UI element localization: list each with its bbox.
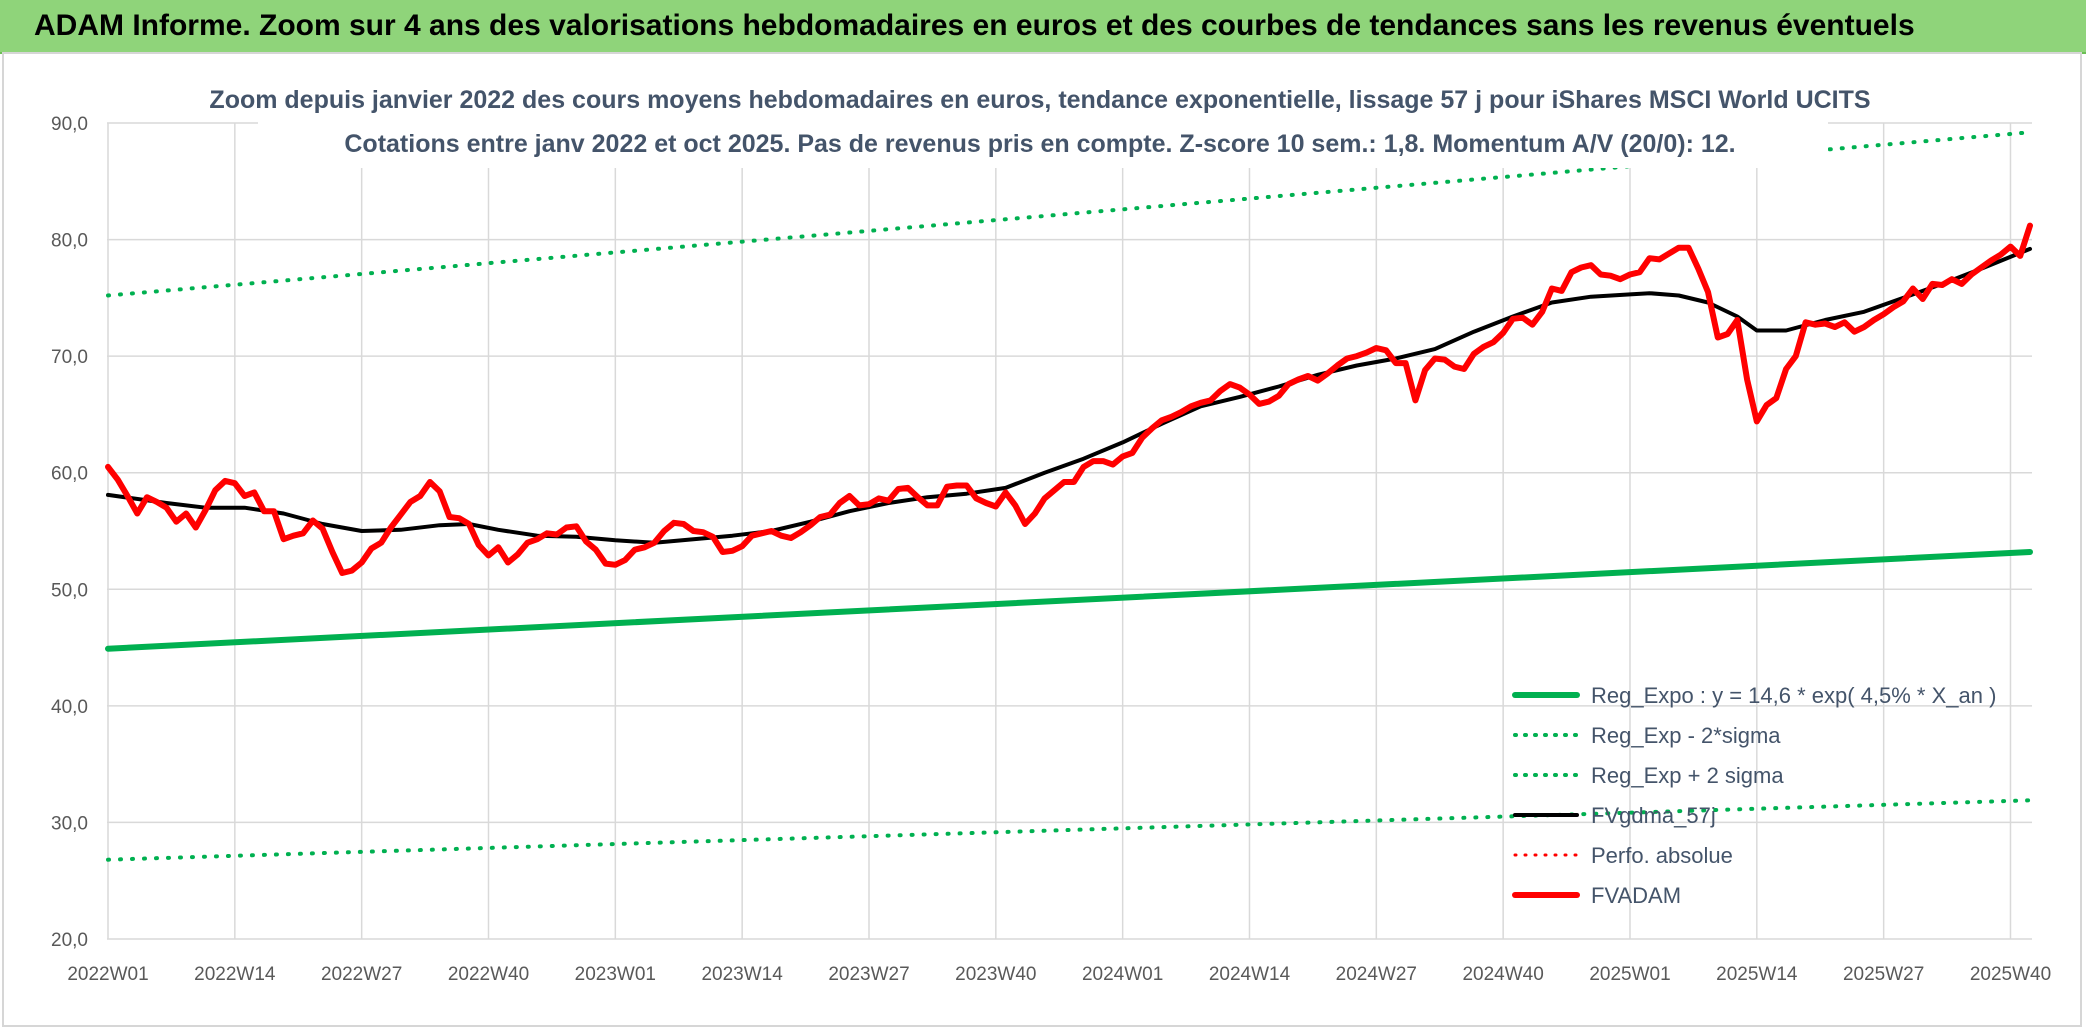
x-tick-label: 2023W01 xyxy=(575,964,656,985)
legend-label: Reg_Expo : y = 14,6 * exp( 4,5% * X_an ) xyxy=(1591,683,1996,708)
x-tick-label: 2025W01 xyxy=(1589,964,1670,985)
legend: Reg_Expo : y = 14,6 * exp( 4,5% * X_an )… xyxy=(1512,683,1996,908)
y-tick-label: 50,0 xyxy=(51,580,88,601)
chart-subtitle: Cotations entre janv 2022 et oct 2025. P… xyxy=(344,130,1735,158)
y-tick-label: 90,0 xyxy=(51,114,88,135)
x-tick-label: 2023W27 xyxy=(828,964,909,985)
report-title: ADAM Informe. Zoom sur 4 ans des valoris… xyxy=(34,9,1915,42)
x-tick-label: 2023W40 xyxy=(955,964,1036,985)
chart-frame xyxy=(2,52,2082,1027)
x-tick-label: 2024W01 xyxy=(1082,964,1163,985)
y-tick-label: 70,0 xyxy=(51,347,88,368)
chart-title: Zoom depuis janvier 2022 des cours moyen… xyxy=(209,86,1870,114)
report-banner: ADAM Informe. Zoom sur 4 ans des valoris… xyxy=(0,0,2086,54)
legend-label: FVgdma_57j xyxy=(1591,803,1716,828)
x-tick-label: 2022W27 xyxy=(321,964,402,985)
x-tick-label: 2022W14 xyxy=(194,964,276,985)
legend-label: Reg_Exp - 2*sigma xyxy=(1591,723,1781,748)
y-tick-label: 20,0 xyxy=(51,930,88,951)
x-tick-label: 2023W14 xyxy=(701,964,783,985)
legend-label: Reg_Exp + 2 sigma xyxy=(1591,763,1784,788)
y-tick-label: 30,0 xyxy=(51,813,88,834)
x-tick-label: 2022W40 xyxy=(448,964,529,985)
grid xyxy=(107,122,2032,940)
series-line-3 xyxy=(106,246,2032,545)
x-tick-label: 2025W14 xyxy=(1716,964,1798,985)
series-line-0 xyxy=(105,549,2033,652)
series-line-5 xyxy=(105,222,2033,576)
x-tick-label: 2024W27 xyxy=(1336,964,1417,985)
axes: 20,0 30,0 40,0 50,0 60,0 70,0 80,0 90,0 2022W01 2… xyxy=(51,114,2051,985)
title-background xyxy=(258,82,1828,168)
series-layer xyxy=(105,130,2033,862)
legend-label: FVADAM xyxy=(1591,883,1681,908)
y-tick-label: 80,0 xyxy=(51,231,88,252)
series-line-1 xyxy=(106,798,2032,862)
x-tick-label: 2022W01 xyxy=(67,964,148,985)
x-tick-label: 2025W27 xyxy=(1843,964,1924,985)
legend-label: Perfo. absolue xyxy=(1591,843,1733,868)
y-tick-label: 60,0 xyxy=(51,464,88,485)
x-tick-label: 2025W40 xyxy=(1970,964,2051,985)
x-tick-label: 2024W40 xyxy=(1462,964,1543,985)
x-tick-label: 2024W14 xyxy=(1209,964,1291,985)
y-tick-label: 40,0 xyxy=(51,697,88,718)
